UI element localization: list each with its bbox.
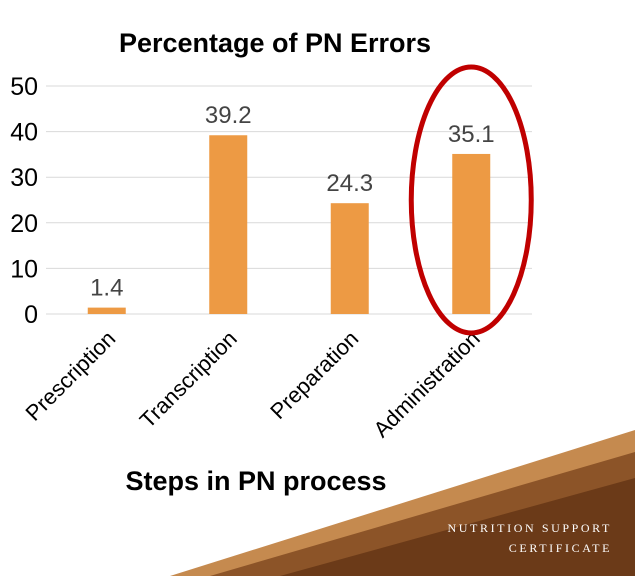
x-axis-title: Steps in PN process [125, 466, 386, 496]
bar-prescription [87, 307, 126, 314]
bar-transcription [209, 135, 248, 314]
category-label: Transcription [135, 326, 242, 433]
category-label: Preparation [265, 326, 363, 424]
y-tick-label: 50 [10, 73, 38, 101]
y-tick-label: 30 [10, 164, 38, 192]
data-label: 35.1 [448, 121, 495, 148]
corner-dark-band [280, 478, 635, 576]
y-tick-label: 10 [10, 255, 38, 283]
bars [87, 135, 491, 314]
y-tick-label: 20 [10, 210, 38, 238]
data-labels: 1.4 39.2 24.3 35.1 [90, 102, 495, 301]
highlight-circle [408, 64, 534, 336]
data-label: 24.3 [326, 170, 373, 197]
data-label: 39.2 [205, 102, 252, 129]
footer-line2: CERTIFICATE [509, 541, 612, 555]
bar-preparation [330, 203, 369, 314]
y-axis-ticks: 0 10 20 30 40 50 [10, 73, 38, 329]
y-tick-label: 40 [10, 119, 38, 147]
data-label: 1.4 [90, 275, 123, 302]
category-labels: Prescription Transcription Preparation Admi… [20, 326, 484, 442]
y-tick-label: 0 [24, 301, 38, 329]
corner-decoration [170, 430, 635, 576]
chart-title: Percentage of PN Errors [119, 28, 431, 58]
footer-line1: NUTRITION SUPPORT [448, 521, 613, 535]
category-label: Administration [369, 326, 485, 442]
gridlines [46, 85, 532, 315]
bar-administration [452, 153, 491, 314]
category-label: Prescription [20, 326, 120, 426]
